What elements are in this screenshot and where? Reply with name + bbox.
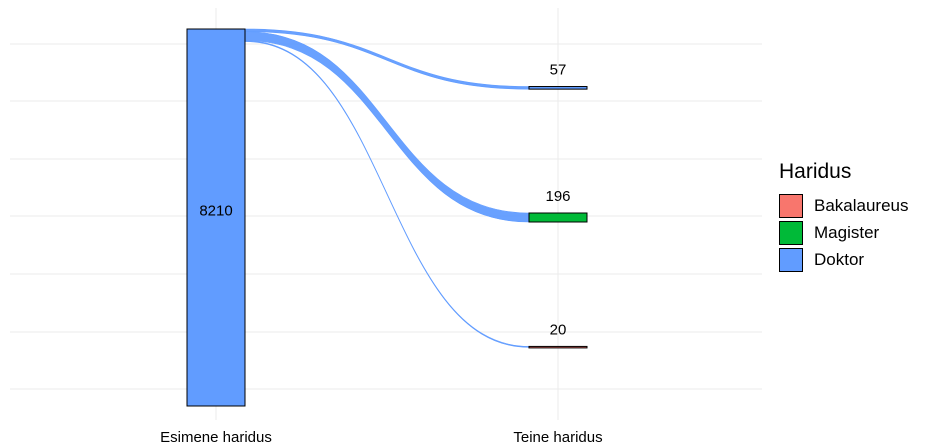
legend-swatch-bakalaureus	[779, 193, 803, 218]
stratum-second-bakalaureus	[528, 345, 588, 349]
legend-swatch-doktor	[779, 247, 803, 272]
legend-item-magister: Magister	[779, 219, 909, 246]
stratum-label-first-doktor: 8210	[199, 203, 232, 220]
legend-item-doktor: Doktor	[779, 246, 909, 273]
legend: Haridus Bakalaureus Magister Doktor	[779, 160, 909, 273]
stratum-second-magister	[528, 212, 588, 223]
x-axis-label-second: Teine haridus	[513, 429, 602, 446]
legend-title: Haridus	[779, 160, 852, 183]
stratum-second-doktor	[528, 86, 588, 90]
nodes-group	[186, 28, 588, 407]
stratum-label-second-bakalaureus: 20	[550, 321, 567, 338]
stratum-label-second-doktor: 57	[550, 62, 567, 79]
stratum-first-doktor	[186, 28, 246, 407]
x-axis-label-first: Esimene haridus	[160, 429, 272, 446]
flows-group	[244, 28, 530, 348]
grid-lines	[10, 8, 762, 420]
legend-label-magister: Magister	[814, 222, 880, 242]
legend-swatch-magister	[779, 220, 803, 245]
labels-group: 8210 57 196 20	[199, 62, 570, 339]
sankey-plot: 8210 57 196 20 Esimene haridus Teine haridu…	[10, 8, 762, 446]
legend-label-bakalaureus: Bakalaureus	[814, 195, 909, 215]
legend-item-bakalaureus: Bakalaureus	[779, 192, 909, 219]
legend-label-doktor: Doktor	[814, 249, 865, 269]
stratum-label-second-magister: 196	[545, 188, 570, 205]
